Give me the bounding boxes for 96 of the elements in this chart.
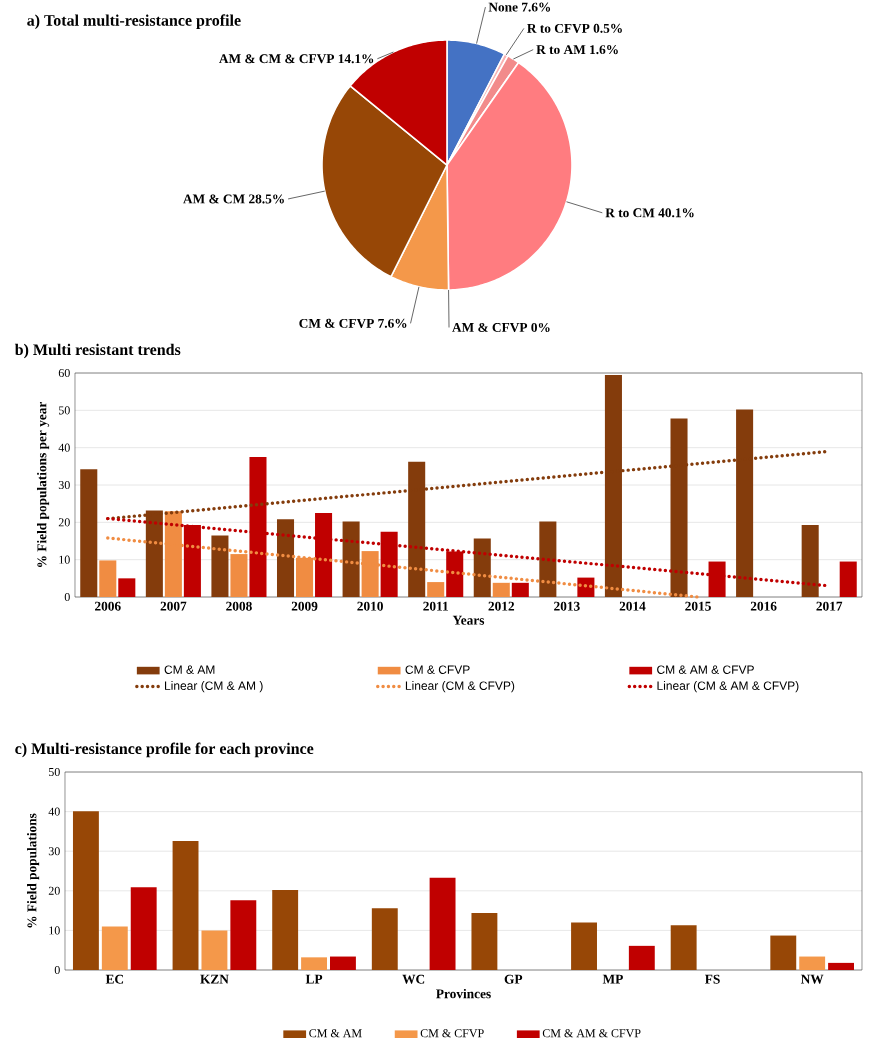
x-tick-label: 2016 <box>750 601 777 611</box>
slice-label: AM & CM & CFVP <box>219 54 335 64</box>
x-tick-label: 2008 <box>226 601 252 611</box>
data-label: 14.1% <box>338 54 374 64</box>
x-tick-label: 2014 <box>619 601 646 611</box>
bar <box>72 811 99 971</box>
bar <box>571 922 597 971</box>
bar <box>301 957 328 971</box>
y-tick-label: 10 <box>59 555 70 564</box>
y-tick-label: 60 <box>58 368 70 378</box>
y-tick-label: 30 <box>58 480 70 490</box>
x-tick-label: 2009 <box>291 601 318 611</box>
x-tick-label: LP <box>305 974 323 984</box>
data-label: 7.6% <box>522 2 551 12</box>
x-tick-label: MP <box>602 974 623 984</box>
slice-label: R to AM <box>536 45 586 55</box>
bar <box>342 521 360 598</box>
slice-label: CM & CFVP <box>299 318 374 328</box>
y-tick-label: 30 <box>48 847 60 856</box>
legend-label: CM & AM & CFVP <box>657 665 754 674</box>
bar <box>828 962 855 971</box>
y-tick-label: 50 <box>58 406 70 415</box>
bar <box>670 925 697 971</box>
x-tick-label: FS <box>705 974 720 984</box>
bar <box>101 926 128 971</box>
bar <box>427 582 445 598</box>
bar <box>473 538 491 598</box>
legend-label: Linear (CM & CFVP) <box>405 681 515 693</box>
legend-label: CM & AM <box>164 665 215 674</box>
bar <box>211 535 229 598</box>
y-tick-label: 40 <box>48 807 60 816</box>
bar <box>371 908 398 971</box>
bar <box>628 945 655 971</box>
x-tick-label: KZN <box>200 974 229 984</box>
y-tick-label: 20 <box>48 886 60 895</box>
y-tick-label: 10 <box>49 926 60 935</box>
bar <box>801 524 819 598</box>
x-tick-label: 2013 <box>554 601 580 611</box>
y-axis-title: % Field populations per year <box>36 401 50 567</box>
x-tick-label: 2011 <box>423 601 448 611</box>
slice-label: R to CM <box>605 208 655 218</box>
x-tick-label: 2010 <box>357 601 383 611</box>
legend-label: CM & AM & CFVP <box>542 1029 641 1038</box>
legend-label: Linear (CM & AM ) <box>165 681 263 693</box>
category-label: AM & CFVP <box>452 322 528 333</box>
data-label: 1.6% <box>590 45 618 55</box>
bar <box>130 887 157 971</box>
y-tick-label: 50 <box>48 767 60 777</box>
chart-title: c) Multi-resistance profile for each province <box>15 742 314 758</box>
data-label: 0.5% <box>593 23 622 33</box>
bar <box>839 561 857 598</box>
x-tick-label: 2007 <box>160 601 187 611</box>
chart-title: b) Multi resistant trends <box>14 343 181 359</box>
legend-label: CM & CFVP <box>405 665 470 674</box>
legend-label: Linear (CM & AM & CFVP) <box>657 681 799 693</box>
x-tick-label: WC <box>402 974 425 984</box>
bar <box>230 900 257 971</box>
legend-label: CM & CFVP <box>420 1029 484 1038</box>
bar <box>118 578 136 598</box>
y-tick-label: 0 <box>64 592 70 602</box>
bar <box>539 521 557 598</box>
bar <box>429 877 456 971</box>
bar <box>471 912 498 971</box>
y-axis-title: % Field populations <box>27 813 40 928</box>
bar <box>201 930 228 971</box>
bar <box>172 840 199 971</box>
x-tick-label: GP <box>504 974 523 984</box>
x-tick-label: 2015 <box>685 601 711 611</box>
y-tick-label: 0 <box>54 965 60 975</box>
legend-label: CM & AM <box>309 1029 362 1038</box>
text: a) Total multi-resistance profile <box>27 14 241 30</box>
bar <box>272 890 299 971</box>
bar <box>80 469 98 598</box>
x-tick-label: NW <box>800 974 824 984</box>
y-tick-label: 20 <box>58 518 70 527</box>
bar <box>799 956 826 971</box>
bar <box>770 935 797 971</box>
text: 0% <box>531 322 550 332</box>
bar <box>276 519 295 598</box>
x-axis-title: Years <box>452 615 485 625</box>
bar <box>511 582 529 598</box>
x-tick-label: 2017 <box>816 601 843 611</box>
x-tick-label: EC <box>105 974 124 984</box>
slice-label: R to CFVP <box>527 23 590 33</box>
slice-label: AM & CM <box>183 194 245 204</box>
data-label: 28.5% <box>249 194 284 204</box>
x-tick-label: 2012 <box>488 601 515 611</box>
data-label: 40.1% <box>658 208 694 218</box>
x-tick-label: 2006 <box>95 601 121 611</box>
slice-label: None <box>488 2 518 12</box>
bar <box>330 956 356 971</box>
x-axis-title: Provinces <box>436 988 491 999</box>
y-tick-label: 40 <box>58 443 70 452</box>
bar <box>99 560 117 598</box>
data-label: 7.6% <box>378 318 407 328</box>
bar <box>492 582 510 598</box>
